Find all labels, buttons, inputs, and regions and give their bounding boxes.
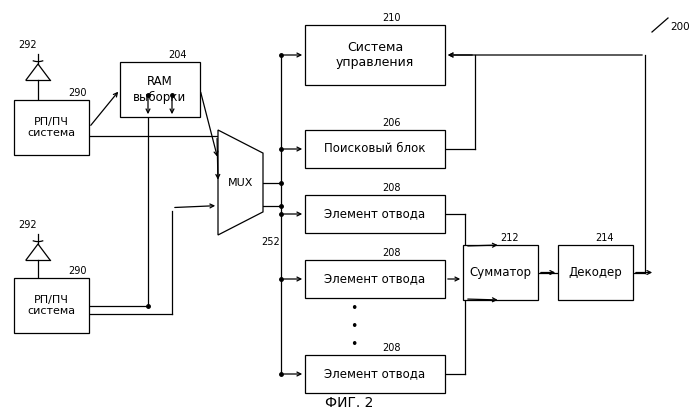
- Text: Система
управления: Система управления: [336, 41, 414, 69]
- Text: Сумматор: Сумматор: [470, 266, 531, 279]
- Bar: [305, 355, 445, 393]
- Bar: [558, 245, 633, 300]
- Bar: [305, 260, 445, 298]
- Text: ФИГ. 2: ФИГ. 2: [325, 396, 373, 410]
- Polygon shape: [218, 130, 263, 235]
- Text: 208: 208: [382, 343, 401, 353]
- Bar: [305, 195, 445, 233]
- Bar: [305, 130, 445, 168]
- Bar: [14, 278, 89, 333]
- Text: 210: 210: [382, 13, 401, 23]
- Text: 290: 290: [68, 88, 87, 98]
- Text: Поисковый блок: Поисковый блок: [325, 143, 426, 155]
- Text: Элемент отвода: Элемент отвода: [325, 273, 426, 285]
- Text: 200: 200: [670, 22, 690, 32]
- Bar: [305, 25, 445, 85]
- Text: 206: 206: [382, 118, 401, 128]
- Text: 292: 292: [18, 40, 36, 50]
- Text: 208: 208: [382, 248, 401, 258]
- Text: 212: 212: [500, 233, 519, 243]
- Bar: [463, 245, 538, 300]
- Text: Декодер: Декодер: [569, 266, 623, 279]
- Text: 208: 208: [382, 183, 401, 193]
- Text: 204: 204: [168, 50, 186, 60]
- Text: Элемент отвода: Элемент отвода: [325, 367, 426, 380]
- Text: 214: 214: [595, 233, 614, 243]
- Text: RAM
выборки: RAM выборки: [133, 75, 186, 104]
- Bar: [14, 100, 89, 155]
- Text: 252: 252: [261, 237, 280, 247]
- Text: MUX: MUX: [228, 178, 253, 188]
- Text: 292: 292: [18, 220, 36, 230]
- Text: Элемент отвода: Элемент отвода: [325, 207, 426, 221]
- Text: •
•
•: • • •: [350, 302, 357, 351]
- Bar: [120, 62, 200, 117]
- Text: 290: 290: [68, 266, 87, 276]
- Text: РП/ПЧ
система: РП/ПЧ система: [27, 295, 75, 316]
- Text: РП/ПЧ
система: РП/ПЧ система: [27, 117, 75, 138]
